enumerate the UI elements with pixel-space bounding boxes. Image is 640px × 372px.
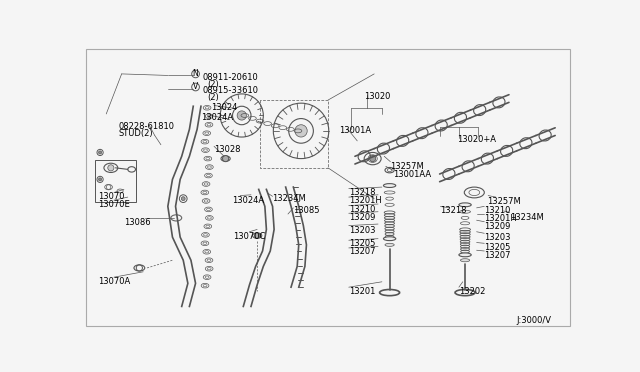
Text: 13201: 13201 [349,287,375,296]
Circle shape [181,197,185,201]
Text: 13210: 13210 [349,205,375,214]
Text: 13209: 13209 [484,222,511,231]
Text: 13020+A: 13020+A [458,135,497,144]
Text: 08911-20610: 08911-20610 [202,73,259,82]
Text: 13070C: 13070C [234,232,266,241]
Text: (2): (2) [207,80,219,89]
Ellipse shape [460,210,470,213]
Text: 13001A: 13001A [340,126,372,135]
Text: (2): (2) [207,93,219,102]
Text: 13001AA: 13001AA [393,170,431,179]
Text: 13024: 13024 [211,103,237,112]
Text: 13209: 13209 [349,212,375,221]
Circle shape [237,111,246,120]
Text: 13070A: 13070A [99,277,131,286]
Circle shape [255,233,260,238]
Text: 13218: 13218 [440,206,467,215]
Text: 13257M: 13257M [390,162,424,171]
Text: 08228-61810: 08228-61810 [118,122,175,131]
Text: 13085: 13085 [293,206,320,215]
Text: 13210: 13210 [484,206,511,215]
Circle shape [99,151,102,154]
Text: 13070E: 13070E [99,200,131,209]
Ellipse shape [459,203,471,207]
Text: 13028: 13028 [214,145,241,154]
Text: 13218: 13218 [349,188,375,197]
Text: 13202: 13202 [459,287,485,296]
Circle shape [99,178,102,181]
Text: 13020: 13020 [364,92,390,102]
Circle shape [369,155,376,162]
Text: 13024A: 13024A [201,113,233,122]
Text: J:3000/V: J:3000/V [516,316,551,325]
Text: N: N [193,70,198,78]
Text: STUD(2): STUD(2) [118,129,153,138]
Text: 13201H: 13201H [349,196,381,205]
Ellipse shape [459,253,471,257]
Text: V: V [193,83,198,92]
Text: 13234M: 13234M [273,194,307,203]
Circle shape [295,125,307,137]
Text: 13205: 13205 [484,243,511,252]
Ellipse shape [108,165,114,171]
Text: 13024A: 13024A [232,196,264,205]
Text: 13070: 13070 [99,192,125,202]
Ellipse shape [460,259,470,262]
Ellipse shape [384,191,395,194]
Ellipse shape [383,184,396,187]
Bar [95,160,136,202]
Text: 13207: 13207 [349,247,375,256]
Circle shape [223,155,228,162]
Text: 13201H: 13201H [484,214,517,223]
Text: 13205: 13205 [349,240,375,248]
Text: 13203: 13203 [349,225,375,235]
Text: 13086: 13086 [124,218,150,227]
Text: 13203: 13203 [484,233,511,242]
Ellipse shape [385,243,394,246]
Text: 13207: 13207 [484,251,511,260]
Text: 13257M: 13257M [488,197,521,206]
Text: 08915-33610: 08915-33610 [202,86,259,95]
Text: 13234M: 13234M [509,212,543,221]
Ellipse shape [383,237,396,241]
